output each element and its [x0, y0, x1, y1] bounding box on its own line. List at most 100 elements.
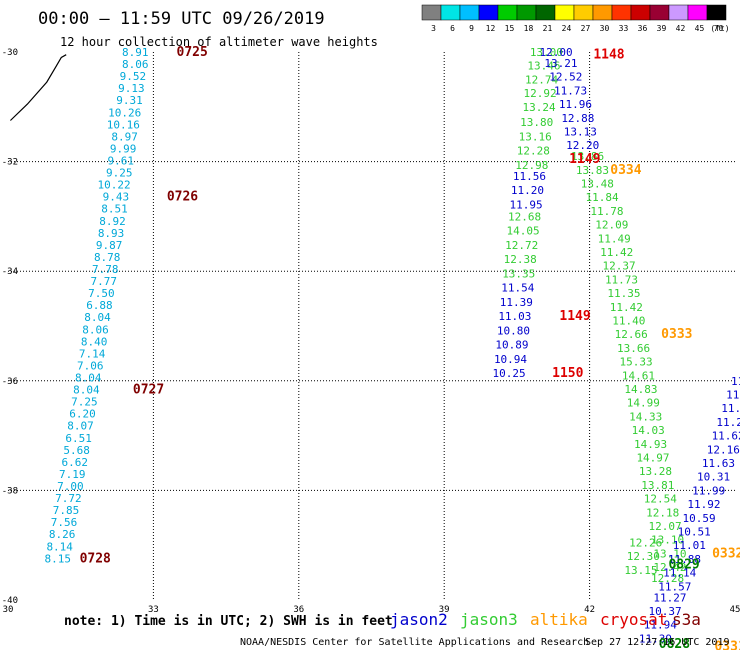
wave-height-label: 7.78 [92, 263, 119, 276]
wave-height-label: 10.80 [497, 324, 530, 337]
wave-height-label: 12.66 [615, 328, 648, 341]
pass-time-label: 0331 [714, 640, 740, 650]
wave-height-label: 11.20 [511, 184, 544, 197]
wave-height-label: 11.56 [513, 170, 546, 183]
wave-height-label: 13.21 [544, 57, 577, 70]
wave-height-label: 8.15 [45, 552, 72, 565]
wave-height-label: 11.62 [712, 430, 740, 443]
colorbar-swatch [459, 4, 480, 21]
colorbar-swatch [706, 4, 727, 21]
wave-height-label: 8.51 [101, 203, 128, 216]
wave-height-label: 10.59 [682, 512, 715, 525]
wave-height-label: 7.56 [51, 516, 78, 529]
wave-height-label: 12.00 [540, 46, 573, 59]
colorbar-swatch [592, 4, 613, 21]
wave-height-label: 11.40 [612, 315, 645, 328]
wave-height-label: 15.33 [619, 356, 652, 369]
wave-height-label: 11.96 [559, 98, 592, 111]
wave-height-label: 7.77 [91, 275, 118, 288]
colorbar-swatch [630, 4, 651, 21]
pass-time-label: 0333 [661, 327, 692, 342]
wave-height-label: 11.54 [501, 282, 534, 295]
wave-height-label: 11.01 [673, 539, 706, 552]
wave-height-label: 13.80 [520, 116, 553, 129]
chart-subtitle: 12 hour collection of altimeter wave hei… [60, 35, 378, 49]
wave-height-label: 11.63 [702, 457, 735, 470]
colorbar-swatch [440, 4, 461, 21]
wave-height-label: 8.04 [75, 372, 102, 385]
wave-height-label: 7.06 [77, 359, 104, 372]
wave-height-label: 11.88 [668, 553, 701, 566]
wave-height-label: 12.98 [515, 159, 548, 172]
wave-height-label: 14.97 [636, 452, 669, 465]
wave-height-label: 12.74 [525, 73, 558, 86]
colorbar-label: 12 [486, 24, 496, 33]
wave-height-label: 14.93 [634, 438, 667, 451]
colorbar-swatch [516, 4, 537, 21]
colorbar-label: 3 [431, 24, 436, 33]
wave-height-label: 13.24 [523, 101, 556, 114]
wave-height-label: 8.04 [84, 311, 111, 324]
legend-entry: jason3 [460, 610, 518, 629]
y-tick-label: -36 [2, 377, 18, 387]
wave-height-label: 13.48 [581, 178, 614, 191]
pass-time-label: 1149 [569, 152, 600, 167]
wave-height-label: 11.94 [644, 619, 677, 632]
legend: jason2 jason3 altika cryosat s3a [390, 610, 701, 629]
wave-height-label: 12.28 [651, 572, 684, 585]
wave-height-label: 12.30 [627, 550, 660, 563]
pass-time-label: 0829 [668, 557, 699, 572]
wave-height-label: 6.62 [61, 456, 88, 469]
wave-height-label: 8.26 [49, 528, 76, 541]
wave-height-label: 13.83 [576, 164, 609, 177]
pass-time-label: 0828 [659, 637, 690, 650]
wave-height-label: 12.07 [649, 520, 682, 533]
x-tick-label: 36 [293, 605, 304, 615]
wave-height-label: 8.91 [122, 46, 149, 59]
wave-height-label: 8.14 [46, 540, 73, 553]
pass-time-label: 0727 [133, 383, 164, 398]
wave-height-label: 13.13 [564, 125, 597, 138]
colorbar-label: 18 [524, 24, 534, 33]
wave-height-label: 14.61 [622, 369, 655, 382]
colorbar-label: 42 [676, 24, 686, 33]
wave-height-label: 13.16 [519, 130, 552, 143]
wave-height-label: 11.99 [692, 484, 725, 497]
wave-height-label: 7.19 [59, 468, 86, 481]
wave-height-label: 11.94 [721, 402, 740, 415]
pass-time-label: 0726 [167, 190, 198, 205]
wave-height-label: 9.87 [96, 239, 123, 252]
footnote: note: 1) Time is in UTC; 2) SWH is in fe… [64, 614, 393, 629]
wave-height-label: 11.73 [605, 273, 638, 286]
wave-height-label: 9.61 [108, 155, 135, 168]
colorbar-label: 15 [505, 24, 515, 33]
wave-height-label: 11.57 [658, 580, 691, 593]
pass-time-label: 1149 [559, 309, 590, 324]
x-tick-label: 45 [730, 605, 740, 615]
y-tick-label: -30 [2, 48, 18, 58]
wave-height-label: 10.89 [495, 339, 528, 352]
wave-height-label: 11.78 [590, 205, 623, 218]
colorbar-label: 45 [695, 24, 705, 33]
wave-height-label: 9.43 [103, 191, 130, 204]
wave-height-label: 11.84 [586, 191, 619, 204]
wave-height-label: 8.04 [73, 384, 100, 397]
wave-height-label: 8.93 [98, 227, 125, 240]
wave-height-label: 8.78 [94, 251, 121, 264]
wave-height-label: 7.00 [57, 480, 84, 493]
wave-height-label: 11.35 [731, 375, 740, 388]
colorbar-swatch [421, 4, 442, 21]
y-tick-label: -38 [2, 486, 18, 496]
coastline [9, 54, 67, 121]
credit-line: NOAA/NESDIS Center for Satellite Applica… [240, 637, 589, 648]
wave-height-label: 13.86 [571, 150, 604, 163]
colorbar-unit: (ft) [710, 24, 729, 33]
wave-height-label: 5.68 [63, 444, 90, 457]
wave-height-label: 12.42 [653, 561, 686, 574]
wave-height-label: 12.54 [644, 493, 677, 506]
colorbar-swatch [611, 4, 632, 21]
wave-height-label: 11.03 [498, 310, 531, 323]
wave-height-label: 10.26 [108, 106, 141, 119]
wave-height-label: 9.99 [110, 142, 137, 155]
wave-height-label: 6.51 [65, 432, 92, 445]
